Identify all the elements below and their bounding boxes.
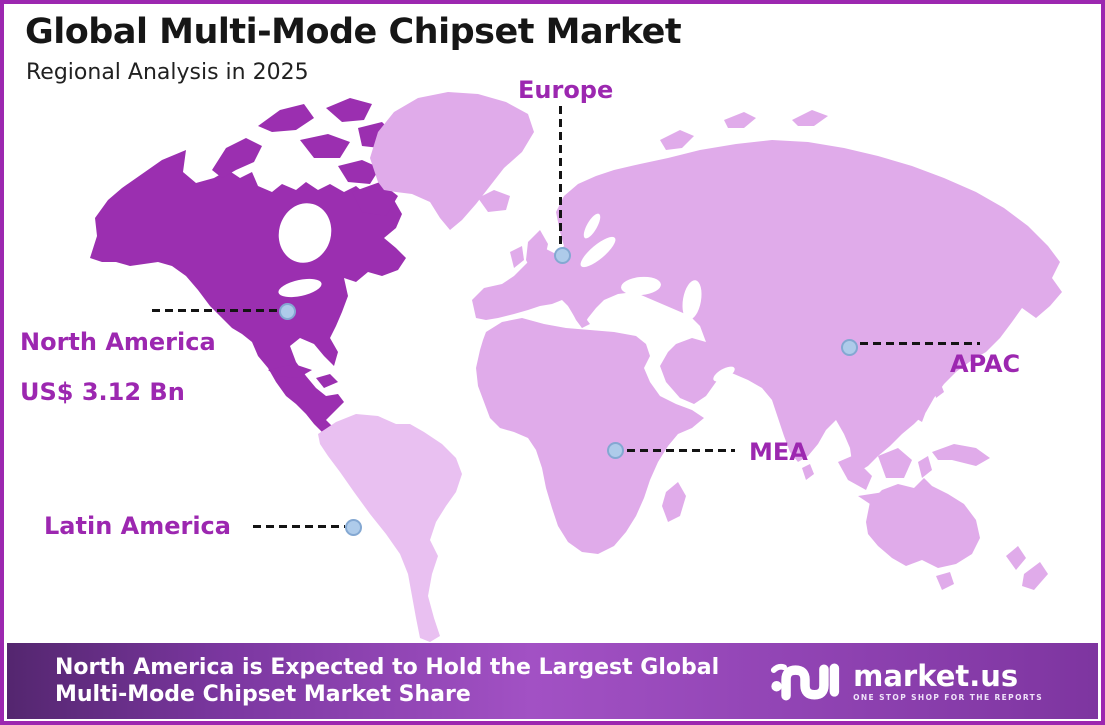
- label-north-america: North America: [20, 328, 216, 356]
- map-madagascar: [662, 482, 686, 522]
- apac-callout-line: [860, 342, 980, 345]
- map-new-guinea: [932, 444, 990, 466]
- footer-caption-line1: North America is Expected to Hold the La…: [55, 655, 720, 680]
- label-europe: Europe: [518, 76, 614, 104]
- map-new-zealand: [1006, 546, 1026, 570]
- latin-america-callout-line: [253, 525, 345, 528]
- map-sumatra: [838, 456, 872, 490]
- map-borneo: [878, 448, 912, 478]
- footer-caption-line2: Multi-Mode Chipset Market Share: [55, 682, 471, 707]
- footer-caption: North America is Expected to Hold the La…: [55, 654, 719, 708]
- footer-bar: North America is Expected to Hold the La…: [7, 643, 1098, 719]
- map-greenland: [370, 92, 534, 230]
- mea-callout-line: [627, 449, 735, 452]
- black-sea: [621, 276, 661, 296]
- page-title: Global Multi-Mode Chipset Market: [25, 12, 682, 52]
- map-tasmania: [936, 572, 954, 590]
- gulf-of-bothnia: [583, 213, 601, 239]
- map-philippines: [910, 394, 928, 422]
- map-taiwan: [934, 382, 944, 398]
- map-australia: [866, 478, 1048, 590]
- hudson-bay: [278, 203, 332, 263]
- page-subtitle: Regional Analysis in 2025: [26, 60, 309, 85]
- mea-marker: [607, 442, 624, 459]
- brand-text: market.us ONE STOP SHOP FOR THE REPORTS: [853, 661, 1043, 702]
- europe-callout-line: [559, 106, 562, 244]
- map-africa: [476, 318, 704, 554]
- map-north-america: [90, 98, 406, 442]
- label-latin-america: Latin America: [44, 512, 231, 540]
- label-apac: APAC: [950, 350, 1021, 378]
- apac-marker: [841, 339, 858, 356]
- latin-america-marker: [345, 519, 362, 536]
- north-america-marker: [279, 303, 296, 320]
- brand-name: market.us: [853, 658, 1019, 693]
- brand-lockup: market.us ONE STOP SHOP FOR THE REPORTS: [769, 659, 1043, 704]
- map-eurasia: [472, 110, 1062, 480]
- map-south-america: [318, 414, 462, 642]
- map-sulawesi: [918, 456, 932, 478]
- baltic-sea: [580, 236, 616, 268]
- caspian-sea: [682, 280, 702, 320]
- europe-marker: [554, 247, 571, 264]
- persian-gulf: [713, 366, 735, 382]
- value-north-america: US$ 3.12 Bn: [20, 378, 185, 406]
- map-italy: [566, 292, 590, 328]
- great-lakes: [278, 278, 322, 298]
- map-sri-lanka: [802, 464, 814, 480]
- map-japan: [954, 296, 982, 320]
- market-us-logo-icon: [771, 663, 840, 700]
- label-mea: MEA: [749, 438, 808, 466]
- map-arctic-islands: [660, 130, 694, 150]
- north-america-callout-line: [152, 309, 279, 312]
- brand-tagline: ONE STOP SHOP FOR THE REPORTS: [853, 692, 1043, 702]
